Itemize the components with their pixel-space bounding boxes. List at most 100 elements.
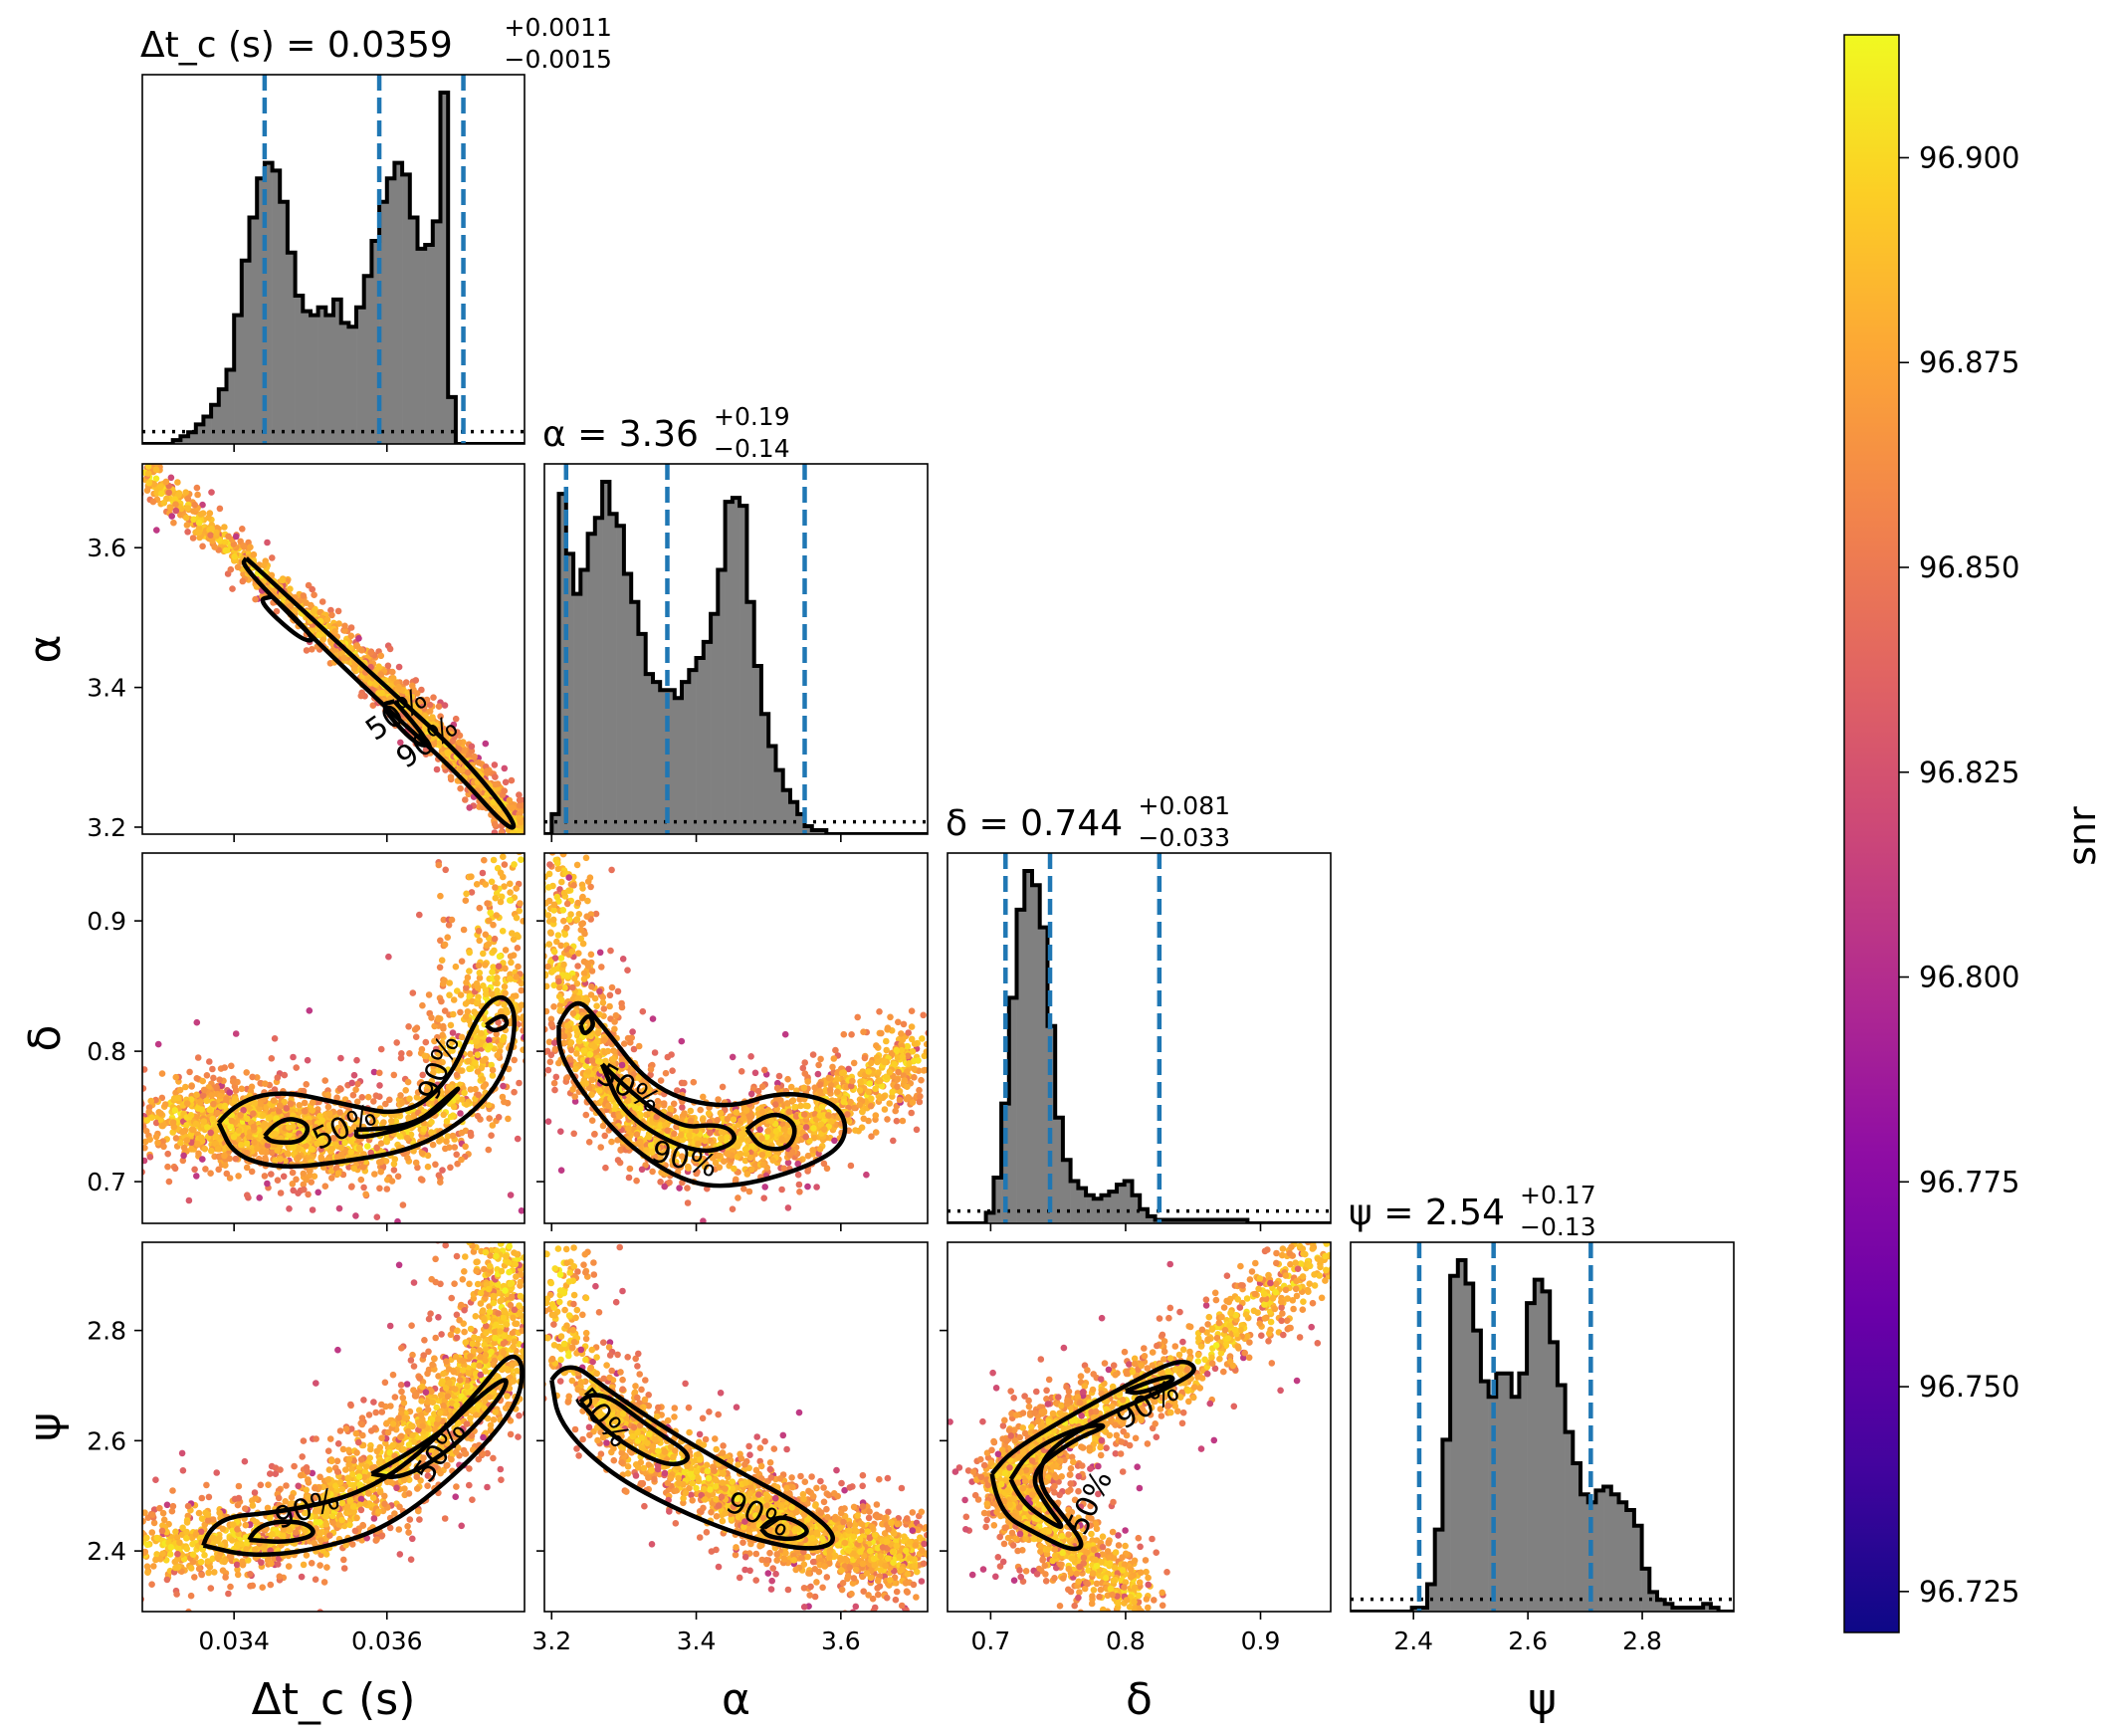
scatter-point bbox=[452, 963, 460, 971]
scatter-point bbox=[347, 1115, 354, 1122]
hist-bar bbox=[234, 315, 243, 444]
scatter-point bbox=[552, 1257, 559, 1264]
scatter-point bbox=[238, 1085, 246, 1093]
hist-bar bbox=[348, 326, 357, 444]
scatter-point bbox=[405, 1023, 412, 1030]
scatter-point bbox=[336, 1427, 344, 1434]
scatter-point bbox=[234, 563, 242, 571]
scatter-point bbox=[531, 951, 538, 958]
scatter-point bbox=[357, 1176, 365, 1184]
hist-bar bbox=[425, 244, 434, 444]
scatter-point bbox=[412, 702, 420, 709]
scatter-point bbox=[371, 1171, 378, 1178]
scatter-point bbox=[500, 1082, 507, 1090]
hist-bar bbox=[280, 201, 289, 444]
hist-bar bbox=[356, 307, 365, 444]
scatter-point bbox=[462, 1000, 470, 1007]
scatter-point bbox=[197, 511, 204, 518]
scatter-point bbox=[206, 1106, 213, 1114]
scatter-point bbox=[334, 1440, 342, 1447]
scatter-point bbox=[501, 764, 509, 772]
scatter-point bbox=[146, 1136, 153, 1143]
scatter-point bbox=[142, 1518, 146, 1525]
scatter-point bbox=[152, 475, 160, 483]
scatter-point bbox=[256, 1194, 264, 1201]
scatter-point bbox=[227, 1583, 234, 1591]
scatter-point bbox=[146, 1154, 154, 1161]
scatter-point bbox=[440, 1025, 447, 1032]
scatter-point bbox=[442, 1242, 449, 1249]
scatter-point bbox=[447, 1331, 455, 1339]
scatter-point bbox=[532, 1077, 539, 1084]
scatter-point bbox=[182, 489, 189, 497]
scatter-point bbox=[447, 773, 455, 780]
scatter-point bbox=[291, 606, 299, 614]
scatter-point bbox=[332, 1165, 340, 1172]
scatter-point bbox=[467, 1086, 475, 1093]
hist-bar bbox=[272, 170, 281, 444]
hist-bar bbox=[264, 162, 273, 444]
hist-outline-dtc bbox=[142, 91, 525, 444]
scatter-point bbox=[501, 883, 508, 890]
scatter-point bbox=[413, 1024, 421, 1031]
scatter-point bbox=[154, 1040, 162, 1048]
scatter-point bbox=[534, 1250, 541, 1257]
panel-plot-area: 90%50% bbox=[142, 464, 532, 836]
scatter-point bbox=[216, 505, 224, 513]
scatter-point bbox=[232, 1030, 240, 1037]
scatter-point bbox=[89, 1497, 96, 1504]
scatter-point bbox=[432, 1045, 440, 1053]
scatter-point bbox=[437, 740, 444, 747]
scatter-point bbox=[179, 1157, 187, 1165]
scatter-point bbox=[519, 1015, 525, 1022]
scatter-point bbox=[527, 917, 534, 924]
scatter-point bbox=[396, 1133, 404, 1140]
scatter-point bbox=[165, 1178, 173, 1186]
scatter-point bbox=[158, 1070, 166, 1077]
hist-bar bbox=[180, 436, 189, 444]
scatter-point bbox=[106, 1517, 113, 1524]
scatter-point bbox=[494, 975, 501, 981]
scatter-point bbox=[265, 1481, 272, 1488]
scatter-point bbox=[526, 829, 532, 836]
scatter-point bbox=[491, 829, 499, 834]
scatter-point bbox=[486, 1042, 494, 1049]
scatter-point bbox=[443, 1118, 451, 1125]
scatter-point bbox=[483, 942, 491, 949]
scatter-point bbox=[222, 546, 230, 554]
scatter-point bbox=[462, 897, 470, 904]
scatter-point bbox=[528, 974, 535, 980]
scatter-point bbox=[518, 986, 525, 994]
scatter-point bbox=[311, 591, 317, 598]
scatter-point bbox=[303, 1081, 311, 1088]
scatter-point bbox=[440, 916, 448, 924]
scatter-point bbox=[376, 1082, 383, 1089]
scatter-point bbox=[385, 953, 392, 961]
scatter-point bbox=[157, 490, 165, 498]
scatter-point bbox=[142, 1157, 148, 1165]
scatter-point bbox=[437, 1065, 444, 1072]
scatter-point bbox=[502, 989, 509, 997]
scatter-point bbox=[403, 1134, 411, 1142]
scatter-point bbox=[135, 1559, 142, 1566]
scatter-point bbox=[380, 1119, 387, 1126]
scatter-point bbox=[490, 964, 497, 971]
scatter-point bbox=[159, 1550, 166, 1558]
panels-layer: Δt_c (s) = 0.0359 +0.0011−0.001590%50%3.2… bbox=[20, 13, 1735, 1725]
scatter-point bbox=[491, 836, 498, 843]
scatter-point bbox=[188, 1146, 195, 1153]
scatter-point bbox=[262, 1155, 269, 1162]
scatter-point bbox=[533, 1022, 540, 1029]
hist-bar bbox=[241, 260, 250, 444]
contour-line bbox=[382, 699, 429, 748]
scatter-point bbox=[228, 1062, 235, 1070]
scatter-point bbox=[441, 941, 449, 949]
scatter-point bbox=[205, 1569, 212, 1577]
scatter-point bbox=[262, 1080, 269, 1087]
scatter-point bbox=[502, 947, 510, 954]
scatter-point bbox=[473, 881, 481, 888]
scatter-point bbox=[457, 784, 464, 792]
scatter-point bbox=[166, 504, 174, 511]
scatter-point bbox=[475, 1091, 482, 1099]
scatter-point bbox=[160, 1143, 167, 1151]
